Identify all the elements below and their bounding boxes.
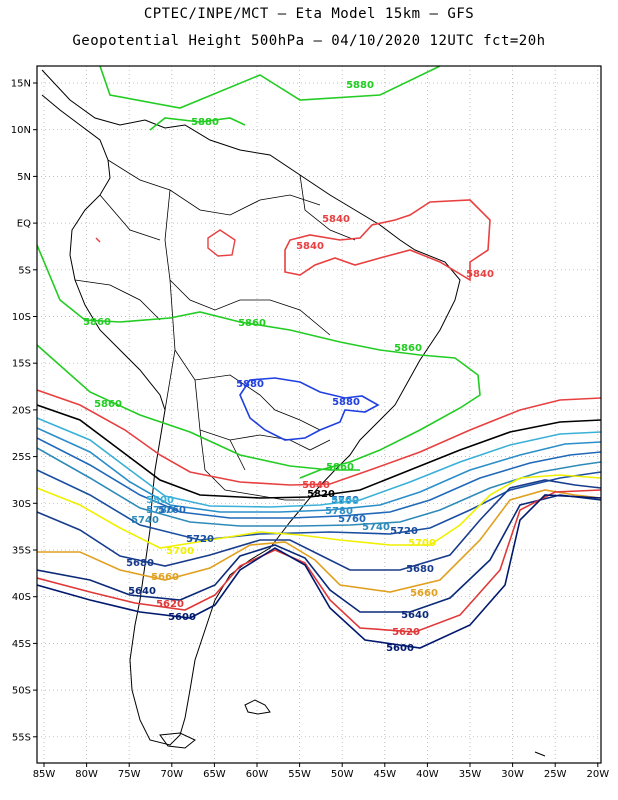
contour-label: 5700 [166,546,194,557]
grid-lines [37,66,601,763]
title-line-1: CPTEC/INPE/MCT — Eta Model 15km — GFS [143,6,475,22]
contour-5620 [37,489,601,633]
contour-label: 5880 [332,397,360,408]
contour-label: 5860 [83,317,111,328]
contour-label: 5600 [386,643,414,654]
contour-5780 [37,427,601,513]
continent-coastline [41,69,461,746]
contour-label: 5640 [401,610,429,621]
contour-label: 5760 [158,505,186,516]
contour-label: 5760 [338,514,366,525]
lat-tick-label: 35S [12,546,31,557]
contour-5700 [37,474,601,549]
lat-tick-label: 10S [12,312,31,323]
contour-5880-north [99,66,441,109]
plot-frame [36,65,602,764]
country-borders [74,159,356,501]
lon-tick-label: 85W [33,769,56,780]
contour-label: 5660 [151,572,179,583]
contour-label: 5860 [94,399,122,410]
contour-5840 [37,389,601,486]
contour-label: 5860 [238,318,266,329]
contour-label: 5860 [326,462,354,473]
lat-tick-label: 55S [12,732,31,743]
contour-5680 [37,479,601,571]
contour-5660 [37,489,601,593]
contour-5840-loop [207,229,236,257]
lon-tick-label: 50W [331,769,354,780]
contour-5840-small [95,237,101,243]
contour-5760 [37,437,601,519]
lon-tick-label: 75W [118,769,141,780]
title-line-2: Geopotential Height 500hPa — 04/10/2020 … [72,33,546,49]
lon-tick-label: 45W [373,769,396,780]
contour-label: 5780 [146,505,174,516]
lat-tick-label: 50S [12,686,31,697]
contour-label: 5680 [126,558,154,569]
south-georgia-island [534,751,546,757]
lon-tick-label: 40W [416,769,439,780]
contour-label: 5880 [191,117,219,128]
lon-tick-label: 35W [459,769,482,780]
contour-label: 5620 [156,599,184,610]
contour-5880-caribbean [149,117,246,131]
contour-5840-amazon [284,199,491,282]
contour-label: 5640 [128,586,156,597]
tick-marks [33,82,599,767]
lon-tick-label: 70W [160,769,183,780]
lat-tick-label: 5N [17,172,31,183]
contour-5860-central [37,244,481,479]
lon-tick-label: 20W [586,769,609,780]
contour-5740 [37,447,601,527]
lon-tick-label: 80W [75,769,98,780]
contour-label: 5860 [394,343,422,354]
contour-5600 [37,494,601,649]
contour-label: 5740 [362,522,390,533]
contour-label: 5620 [392,627,420,638]
contour-label: 5660 [410,588,438,599]
lat-tick-label: 15N [11,79,31,90]
lat-tick-label: EQ [17,219,31,230]
contour-label: 5720 [186,534,214,545]
contour-label: 5840 [302,480,330,491]
lon-tick-label: 25W [544,769,567,780]
lat-tick-label: 25S [12,452,31,463]
contour-label: 5880 [346,80,374,91]
contour-label: 5740 [131,515,159,526]
lon-tick-label: 65W [203,769,226,780]
lat-tick-label: 20S [12,405,31,416]
lat-tick-label: 30S [12,499,31,510]
lat-tick-label: 45S [12,639,31,650]
falkland-islands [244,699,271,715]
contour-label: 5840 [466,269,494,280]
lat-tick-label: 15S [12,359,31,370]
contour-label: 5800 [146,495,174,506]
contour-5800 [37,417,601,508]
contour-label: 5760 [331,495,359,506]
contour-label: 5820 [307,489,335,500]
contour-label: 5880 [236,379,264,390]
contour-label: 5700 [408,538,436,549]
lon-tick-label: 60W [246,769,269,780]
contour-label: 5840 [296,241,324,252]
lat-tick-label: 5S [18,265,31,276]
contour-label: 5680 [406,564,434,575]
lon-tick-label: 30W [501,769,524,780]
lat-tick-label: 40S [12,592,31,603]
contour-5640 [37,494,601,613]
contour-5720 [37,469,601,541]
contour-label: 5800 [331,496,359,507]
contour-label: 5780 [325,506,353,517]
contour-label: 5720 [390,526,418,537]
contour-5820 [37,404,601,499]
contour-5880-blue [239,377,380,441]
contour-label: 5600 [168,612,196,623]
contour-5860-south [37,344,360,471]
contour-label: 5840 [322,214,350,225]
lat-tick-label: 10N [11,125,31,136]
tierra-del-fuego [159,732,196,749]
lon-tick-label: 55W [288,769,311,780]
